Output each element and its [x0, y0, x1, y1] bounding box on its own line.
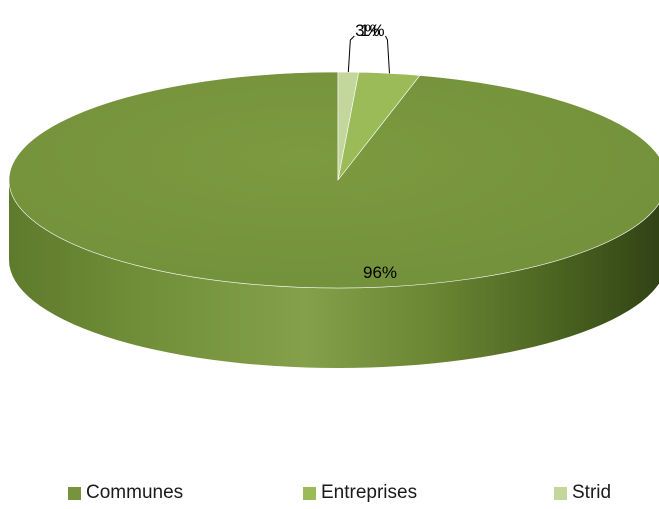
- data-label-strid: 1%: [360, 21, 385, 40]
- pie-data-labels: 96% 3%1%: [347, 21, 397, 282]
- data-label-entreprises: 3%: [355, 21, 380, 40]
- legend-label-entreprises: Entreprises: [321, 482, 418, 503]
- legend-item-entreprises: Entreprises: [303, 482, 417, 504]
- pie-slice-communes: [8, 71, 659, 289]
- pie-side-wall: [9, 180, 659, 368]
- legend-item-strid: Strid: [554, 482, 611, 504]
- legend-swatch-entreprises: [303, 486, 316, 500]
- legend-label-communes: Communes: [86, 482, 184, 503]
- data-label-communes: 96%: [363, 263, 397, 282]
- legend-label-strid: Strid: [572, 482, 612, 503]
- leader-line-entreprises: [385, 35, 390, 74]
- pie-slice-side-communes: [9, 180, 659, 368]
- pie-top: [8, 71, 659, 289]
- legend-item-communes: Communes: [68, 482, 183, 504]
- legend-swatch-communes: [68, 486, 81, 500]
- legend: Communes Entreprises Strid: [0, 482, 659, 506]
- leader-line-strid: [347, 35, 355, 73]
- legend-swatch-strid: [554, 486, 567, 500]
